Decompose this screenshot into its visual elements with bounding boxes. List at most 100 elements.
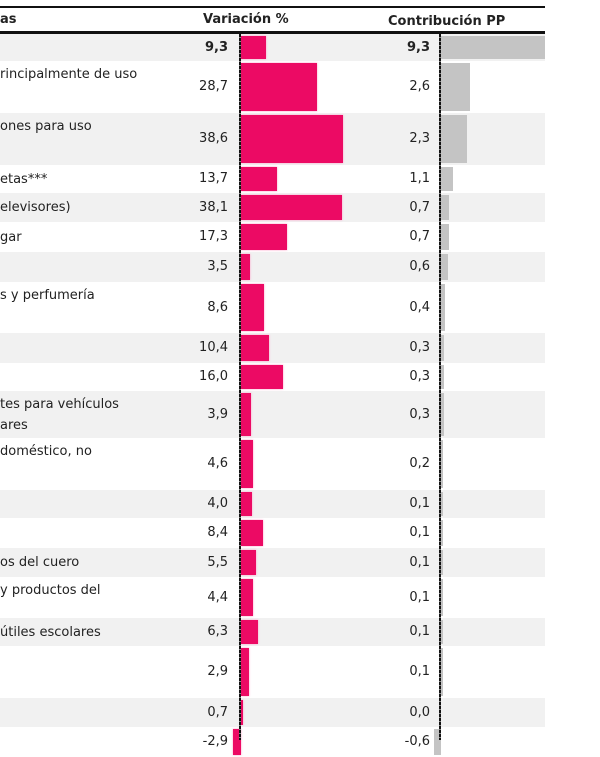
header-rule [0,31,545,34]
table-row: ones para uso 38,6 2,3 [0,113,545,165]
contribution-bar [441,224,449,250]
variation-bar [241,224,287,250]
variation-value: 9,3 [204,40,228,55]
contribution-value: 0,3 [409,340,430,355]
contribution-value: 0,1 [409,664,430,679]
variation-value: 17,3 [199,229,228,244]
variation-value: 6,3 [207,624,228,639]
contribution-value: 0,0 [409,705,430,720]
variation-value: 16,0 [199,369,228,384]
variation-value: 38,1 [199,200,228,215]
variation-value: 5,5 [207,555,228,570]
table-row: 9,3 9,3 [0,34,546,61]
row-label: etas*** [0,172,48,187]
contribution-bar [441,115,467,163]
variation-bar [241,492,252,516]
variation-value: 4,0 [207,496,228,511]
variation-bar [241,63,318,111]
contribution-value: 2,6 [409,79,430,94]
row-label: gar [0,230,22,245]
variation-bar [241,167,278,191]
variation-bar [241,700,243,725]
row-label: elevisores) [0,200,71,215]
row-label: tes para vehículos ares [0,397,119,433]
variation-bar [241,579,253,616]
table-row: tes para vehículos ares 3,9 0,3 [0,391,545,438]
variation-bar [241,440,254,488]
table-row: 8,4 0,1 [0,518,545,548]
contribution-value: 0,3 [409,407,430,422]
variation-bar [241,36,266,59]
contribution-value: 9,3 [406,40,430,55]
contribution-bar [441,167,454,191]
variation-value: 8,4 [207,525,228,540]
contribution-bar [441,284,446,331]
variation-bar [241,254,251,280]
contribution-value: 1,1 [409,171,430,186]
table-row: útiles escolares 6,3 0,1 [0,618,545,646]
variation-bar [241,520,264,546]
contribution-bar [441,440,444,488]
table-row: os del cuero 5,5 0,1 [0,548,545,577]
row-label: rincipalmente de uso [0,67,138,82]
contribution-bar [441,335,445,361]
row-label: útiles escolares [0,625,101,640]
table-row: 16,0 0,3 [0,363,545,391]
variation-axis-line [239,34,241,740]
table-row: etas*** 13,7 1,1 [0,165,545,193]
contribution-value: 0,1 [409,496,430,511]
row-label: ones para uso [0,119,92,134]
table-row: -2,9 -0,6 [0,727,545,757]
contribution-bar [441,492,443,516]
contribution-bar [441,254,448,280]
variation-bar [241,620,258,644]
contribution-bar [441,36,546,59]
variation-value: 3,5 [207,259,228,274]
table-row: elevisores) 38,1 0,7 [0,193,545,222]
contribution-bar [441,550,443,575]
contribution-value: 0,6 [409,259,430,274]
header-category: as [0,12,17,27]
variation-bar [241,550,256,575]
row-label: os del cuero [0,555,80,570]
contribution-value: 0,1 [409,525,430,540]
variation-value: 0,7 [207,705,228,720]
variation-value: 4,6 [207,456,228,471]
contribution-value: 0,2 [409,456,430,471]
contribution-bar [441,620,443,644]
variation-bar [241,365,284,389]
contribution-value: 0,3 [409,369,430,384]
variation-value: 38,6 [199,131,228,146]
variation-bar [241,648,249,696]
contribution-bar [441,579,443,616]
contribution-value: 0,7 [409,229,430,244]
table-row: 10,4 0,3 [0,333,545,363]
contribution-value: -0,6 [404,734,430,749]
variation-bar [241,284,264,331]
variation-value: 8,6 [207,300,228,315]
variation-bar [241,393,252,436]
table-row: doméstico, no 4,6 0,2 [0,438,545,490]
row-label: doméstico, no [0,444,92,459]
variation-bar [241,195,342,220]
contribution-value: 2,3 [409,131,430,146]
table-row: 3,5 0,6 [0,252,545,282]
contribution-value: 0,1 [409,555,430,570]
contribution-bar [441,63,471,111]
table-row: gar 17,3 0,7 [0,222,545,252]
contribution-bar [441,648,443,696]
variation-value: 28,7 [199,79,228,94]
contribution-value: 0,1 [409,624,430,639]
variation-value: -2,9 [202,734,228,749]
contribution-bar [441,520,443,546]
header-contribution: Contribución PP [388,14,506,29]
contribution-value: 0,4 [409,300,430,315]
contribution-bar [441,393,445,436]
table-row: s y perfumería 8,6 0,4 [0,282,545,333]
contribution-axis-line [439,34,441,740]
table-row: y productos del 4,4 0,1 [0,577,545,618]
variation-value: 10,4 [199,340,228,355]
header-variation: Variación % [203,12,289,27]
variation-bar [241,115,344,163]
table-top-rule [0,6,545,8]
